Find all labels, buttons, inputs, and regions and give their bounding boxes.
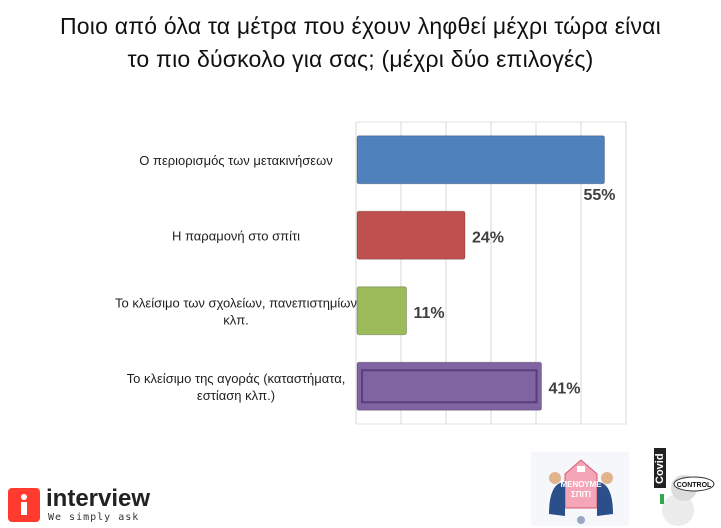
bar bbox=[356, 135, 605, 185]
svg-text:CONTROL: CONTROL bbox=[677, 482, 712, 489]
data-label: 55% bbox=[584, 187, 616, 204]
category-label: κλπ. bbox=[223, 312, 249, 327]
svg-text:Covid: Covid bbox=[654, 453, 666, 484]
category-label: Η παραμονή στο σπίτι bbox=[172, 228, 300, 243]
stay-home-campaign-logo: ΜΕΝΟΥΜΕ ΣΠΙΤΙ bbox=[531, 452, 629, 526]
category-label: Το κλείσιμο της αγοράς (καταστήματα, bbox=[127, 371, 346, 386]
company-name: interview bbox=[46, 485, 151, 512]
company-tagline: We simply ask bbox=[48, 512, 140, 523]
info-icon bbox=[8, 488, 40, 522]
data-label: 24% bbox=[472, 229, 504, 246]
category-label: εστίαση κλπ.) bbox=[197, 388, 275, 403]
bar bbox=[356, 286, 407, 336]
svg-text:ΜΕΝΟΥΜΕ: ΜΕΝΟΥΜΕ bbox=[560, 480, 602, 489]
covid-control-logo: Covid CONTROL bbox=[654, 448, 715, 526]
bar bbox=[356, 210, 466, 260]
bar bbox=[356, 361, 542, 411]
category-label: Ο περιορισμός των μετακινήσεων bbox=[139, 153, 332, 168]
data-label: 11% bbox=[414, 305, 445, 322]
interview-logo: interview We simply ask bbox=[8, 486, 158, 526]
data-label: 41% bbox=[549, 380, 581, 397]
category-label: Το κλείσιμο των σχολείων, πανεπιστημίων bbox=[115, 295, 357, 310]
bar-inner-outline bbox=[361, 369, 538, 404]
chart-title-line-1: Ποιο από όλα τα μέτρα που έχουν ληφθεί μ… bbox=[60, 13, 661, 39]
svg-text:ΣΠΙΤΙ: ΣΠΙΤΙ bbox=[571, 490, 591, 499]
chart-title-line-2: το πιο δύσκολο για σας; (μέχρι δύο επιλο… bbox=[127, 46, 594, 72]
chart-title: Ποιο από όλα τα μέτρα που έχουν ληφθεί μ… bbox=[0, 10, 721, 76]
